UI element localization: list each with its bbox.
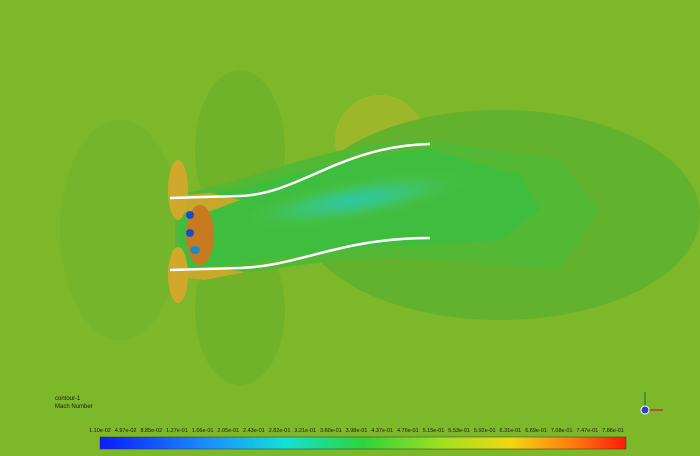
- colorbar-label: 2.05e-01: [217, 428, 239, 434]
- colorbar-label: 5.92e-01: [474, 428, 496, 434]
- colorbar-label: 7.86e-01: [602, 428, 624, 434]
- contour-field: [60, 70, 700, 385]
- colorbar-label: 7.47e-01: [576, 428, 598, 434]
- colorbar-label: 7.08e-01: [551, 428, 573, 434]
- colorbar-label: 1.10e-02: [89, 428, 111, 434]
- colorbar-labels: 1.10e-02 4.97e-02 8.85e-02 1.27e-01 1.66e-01…: [89, 428, 624, 434]
- axis-triad: [640, 392, 663, 415]
- colorbar: [99, 436, 627, 450]
- colorbar-label: 2.43e-01: [243, 428, 265, 434]
- nozzle-walls: [169, 142, 431, 272]
- colorbar-label: 3.21e-01: [294, 428, 316, 434]
- colorbar-label: 5.53e-01: [448, 428, 470, 434]
- colorbar-label: 5.15e-01: [423, 428, 445, 434]
- colorbar-label: 1.27e-01: [166, 428, 188, 434]
- colorbar-label: 6.69e-01: [525, 428, 547, 434]
- colorbar-label: 8.85e-02: [140, 428, 162, 434]
- legend-title: contour-1: [55, 396, 81, 402]
- colorbar-label: 6.31e-01: [500, 428, 522, 434]
- colorbar-label: 4.76e-01: [397, 428, 419, 434]
- legend-subtitle: Mach Number: [55, 404, 93, 410]
- colorbar-label: 2.82e-01: [269, 428, 291, 434]
- colorbar-label: 3.98e-01: [346, 428, 368, 434]
- colorbar-label: 4.97e-02: [115, 428, 137, 434]
- colorbar-label: 3.60e-01: [320, 428, 342, 434]
- colorbar-label: 4.37e-01: [371, 428, 393, 434]
- colorbar-label: 1.66e-01: [192, 428, 214, 434]
